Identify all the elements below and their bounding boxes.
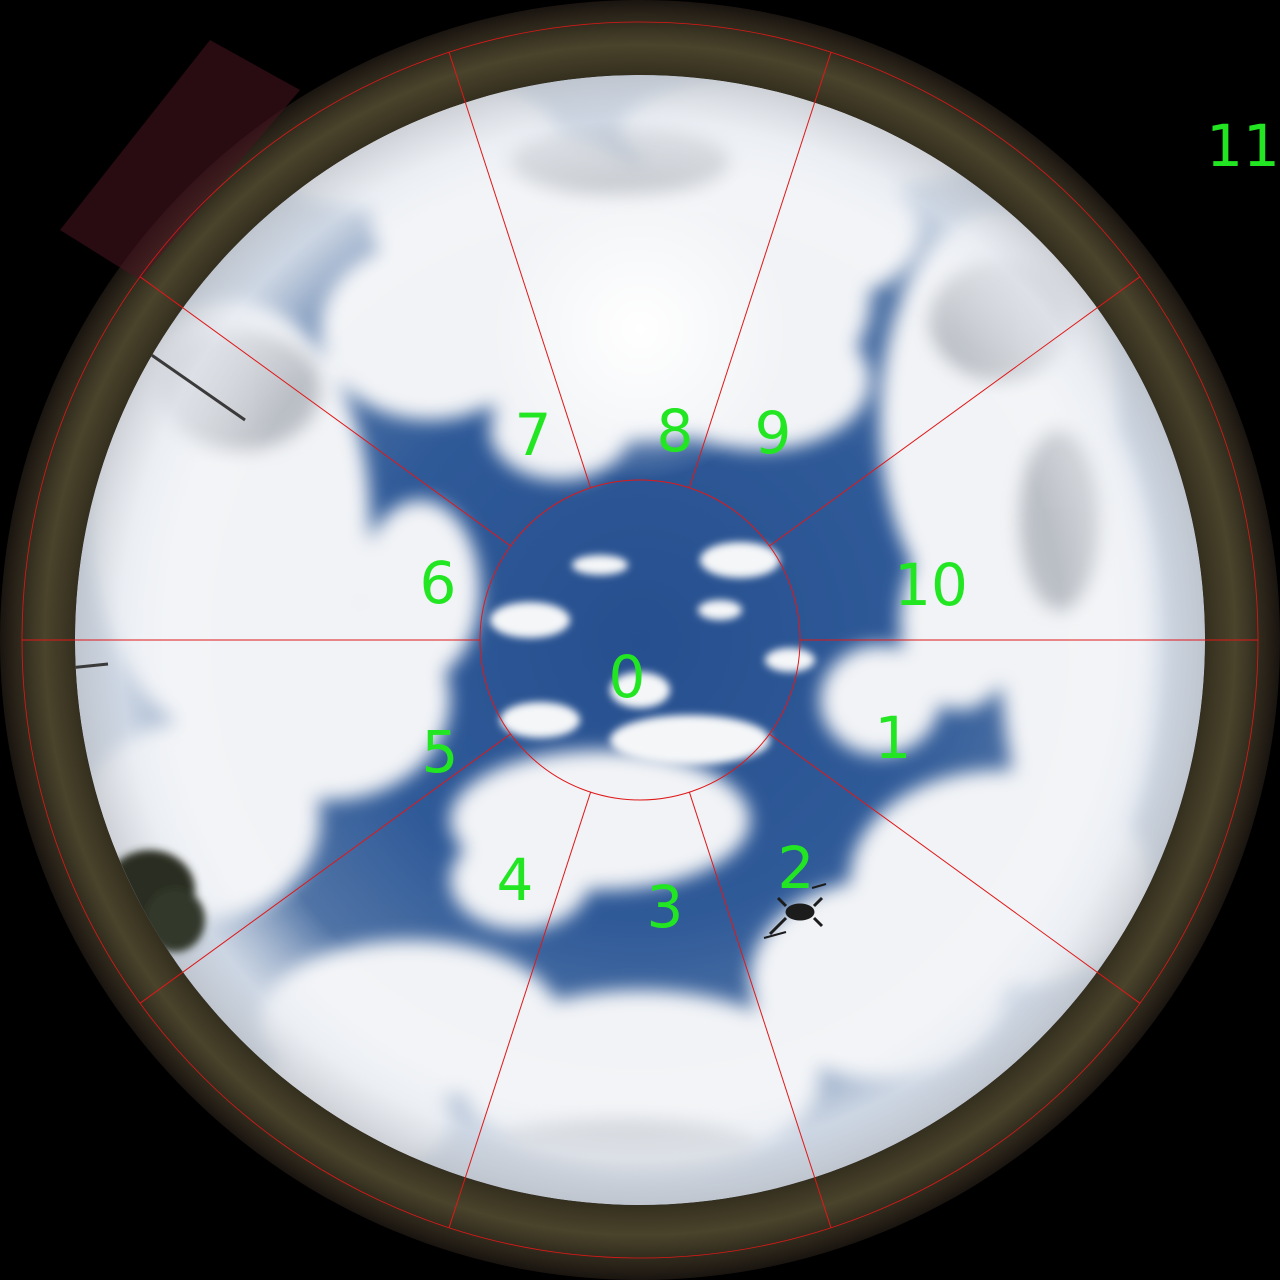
sky-disc [75, 75, 1205, 1205]
sector-divider-6 [139, 276, 511, 547]
sector-label-2: 2 [778, 834, 815, 902]
sector-labels: 0 1 2 3 4 5 6 7 8 9 10 11 [420, 112, 1280, 941]
sector-divider-9 [769, 276, 1141, 547]
sector-divider-1 [769, 733, 1141, 1004]
sector-label-8: 8 [657, 397, 694, 465]
sector-label-6: 6 [420, 549, 457, 617]
sector-label-0: 0 [609, 643, 646, 711]
sector-grid [21, 21, 1259, 1259]
sector-label-7: 7 [515, 401, 552, 469]
mount-shadow [60, 40, 300, 280]
sector-label-5: 5 [422, 718, 459, 786]
sector-label-9: 9 [755, 399, 792, 467]
sector-label-3: 3 [647, 873, 684, 941]
sector-divider-2 [688, 792, 832, 1228]
sector-label-11: 11 [1206, 112, 1280, 180]
sector-label-4: 4 [497, 846, 534, 914]
sector-label-1: 1 [875, 704, 912, 772]
sector-divider-4 [139, 733, 511, 1004]
sector-divider-8 [688, 52, 832, 488]
drone-icon [763, 883, 827, 939]
sector-divider-3 [448, 792, 592, 1228]
sector-divider-7 [448, 52, 592, 488]
sector-label-10: 10 [894, 551, 968, 619]
sector-spokes [22, 52, 1258, 1228]
